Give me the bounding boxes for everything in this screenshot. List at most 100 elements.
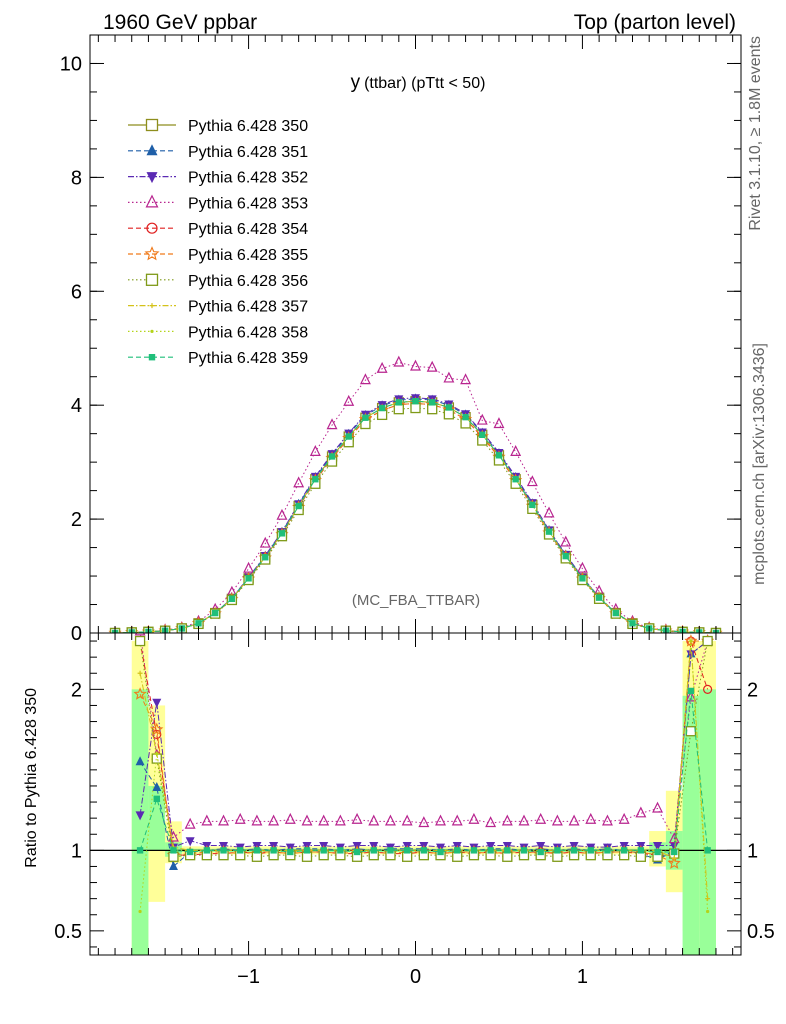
ratio-point <box>685 726 697 737</box>
ratio-point <box>186 848 194 856</box>
ratio-point <box>587 847 594 854</box>
legend-label: Pythia 6.428 355 <box>188 247 308 264</box>
ratio-point <box>185 837 195 847</box>
main-ytick-label: 4 <box>71 395 82 417</box>
main-point <box>362 414 369 421</box>
ratio-point <box>370 847 377 854</box>
main-ytick-label: 6 <box>71 281 82 303</box>
main-point <box>510 445 522 456</box>
legend-label: Pythia 6.428 356 <box>188 273 308 290</box>
legend-label: Pythia 6.428 353 <box>188 195 308 212</box>
ratio-point <box>552 851 563 862</box>
main-point <box>343 394 355 406</box>
ratio-series-line <box>139 690 709 853</box>
main-point <box>612 609 620 617</box>
ratio-point <box>218 814 230 826</box>
ratio-series-line <box>139 641 709 912</box>
ratio-ytick-label: 2 <box>71 679 82 701</box>
ratio-point <box>318 814 330 826</box>
main-ytick-label: 2 <box>71 509 82 531</box>
legend-marker <box>146 222 158 234</box>
legend-label: Pythia 6.428 359 <box>188 350 308 367</box>
ratio-point <box>384 814 396 826</box>
main-point <box>462 413 469 421</box>
ratio-point <box>303 847 311 854</box>
main-ytick-label: 0 <box>71 623 82 645</box>
ratio-point <box>685 690 697 702</box>
ratio-series-9 <box>136 687 711 856</box>
main-point <box>243 561 255 573</box>
ratio-series-line <box>139 640 708 868</box>
ratio-point <box>284 812 296 824</box>
ratio-point <box>520 847 528 854</box>
main-ytick-label: 8 <box>71 167 82 189</box>
ratio-point <box>687 687 695 695</box>
legend-marker <box>146 144 158 156</box>
main-point <box>259 536 271 548</box>
main-point <box>395 399 403 406</box>
ratio-point <box>501 814 513 826</box>
main-point <box>376 409 388 421</box>
ratio-series-line <box>139 633 709 841</box>
main-point <box>543 506 555 518</box>
ratio-point <box>368 814 380 826</box>
main-point <box>443 409 455 420</box>
ratio-xtick-label: −1 <box>237 966 260 988</box>
ratio-point <box>155 752 159 756</box>
legend: Pythia 6.428 350 Pythia 6.428 351 Pythia 6… <box>128 118 308 367</box>
legend-label: Pythia 6.428 352 <box>188 170 308 187</box>
ratio-point <box>351 812 363 824</box>
ratio-point <box>435 814 447 826</box>
ratio-point <box>387 847 394 854</box>
main-point <box>410 359 421 371</box>
ratio-point <box>504 847 511 854</box>
ratio-point <box>270 847 277 854</box>
ratio-point <box>568 814 580 826</box>
ratio-series-5 <box>133 634 715 869</box>
ratio-point <box>551 814 563 826</box>
main-point <box>293 476 305 488</box>
legend-item: Pythia 6.428 357 <box>128 299 308 316</box>
ratio-series-3 <box>134 633 714 844</box>
ratio-point <box>402 851 413 862</box>
ratio-point <box>451 814 463 826</box>
ratio-point <box>136 847 144 854</box>
main-point <box>529 501 536 509</box>
legend-marker <box>145 194 159 208</box>
ratio-point <box>203 847 211 854</box>
main-point <box>359 373 371 385</box>
main-point <box>412 398 419 405</box>
ratio-point <box>554 847 561 854</box>
band-bin <box>682 695 700 955</box>
main-point <box>295 502 302 510</box>
ratio-point <box>671 855 677 861</box>
main-point <box>276 508 288 520</box>
ratio-point <box>184 817 196 829</box>
ratio-point <box>585 812 597 824</box>
ratio-point <box>454 847 461 854</box>
ratio-point <box>689 639 693 643</box>
ratio-series-line <box>139 640 708 864</box>
ratio-point <box>485 816 497 828</box>
main-point <box>393 404 404 415</box>
main-point <box>428 399 436 406</box>
main-point <box>426 360 438 372</box>
side-text-mcplots: mcplots.cern.ch [arXiv:1306.3436] <box>751 343 768 585</box>
main-point <box>526 475 538 487</box>
ratio-point <box>654 848 661 856</box>
main-point <box>443 371 455 383</box>
plot-title-sub: (ttbar) (pTtt < 50) <box>364 75 485 92</box>
legend-item: Pythia 6.428 350 <box>128 118 308 135</box>
ratio-frame <box>89 632 742 956</box>
ratio-series-line <box>139 640 708 848</box>
legend-marker <box>150 329 154 333</box>
main-point <box>278 530 286 537</box>
ratio-point <box>418 816 430 828</box>
ratio-point <box>134 633 146 636</box>
main-point <box>262 554 269 561</box>
ratio-point <box>635 851 646 862</box>
main-point <box>445 404 453 411</box>
ratio-point <box>353 848 361 856</box>
ratio-point <box>337 847 344 854</box>
